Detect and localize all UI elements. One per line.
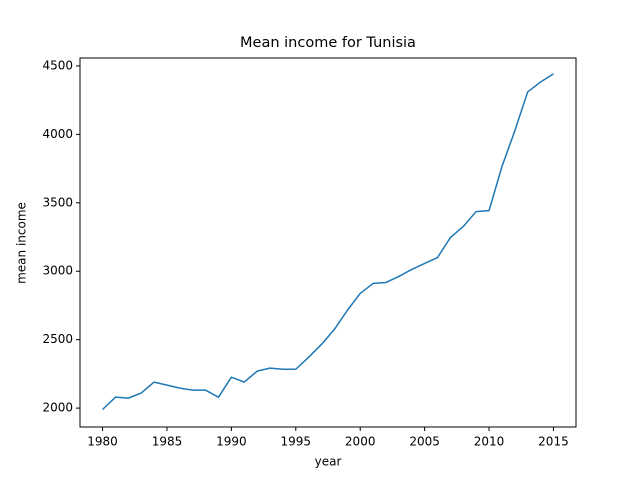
x-tick-label: 2005 bbox=[409, 435, 440, 449]
x-tick-label: 2010 bbox=[474, 435, 505, 449]
y-tick-label: 4500 bbox=[42, 58, 73, 72]
y-tick-label: 4000 bbox=[42, 127, 73, 141]
axes-frame bbox=[79, 57, 577, 428]
y-axis-label: mean income bbox=[15, 202, 29, 284]
y-tick-label: 3500 bbox=[42, 195, 73, 209]
x-tick-label: 1995 bbox=[281, 435, 312, 449]
chart-title: Mean income for Tunisia bbox=[240, 35, 416, 51]
x-axis-label: year bbox=[315, 455, 342, 469]
y-tick-label: 2000 bbox=[42, 401, 73, 415]
x-tick-label: 2000 bbox=[345, 435, 376, 449]
x-tick-label: 2015 bbox=[538, 435, 569, 449]
x-tick-label: 1985 bbox=[152, 435, 183, 449]
y-tick-label: 3000 bbox=[42, 264, 73, 278]
x-tick-label: 1980 bbox=[87, 435, 118, 449]
line-series bbox=[102, 73, 554, 411]
x-tick-label: 1990 bbox=[216, 435, 247, 449]
y-tick-label: 2500 bbox=[42, 332, 73, 346]
